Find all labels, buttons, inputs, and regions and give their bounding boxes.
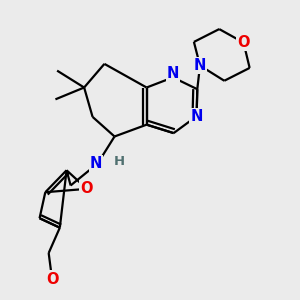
Text: N: N: [90, 156, 102, 171]
Text: N: N: [194, 58, 206, 73]
Text: N: N: [190, 109, 203, 124]
Text: O: O: [237, 35, 250, 50]
Text: O: O: [46, 272, 58, 286]
Text: H: H: [114, 155, 125, 168]
Text: O: O: [81, 181, 93, 196]
Text: N: N: [167, 66, 179, 81]
